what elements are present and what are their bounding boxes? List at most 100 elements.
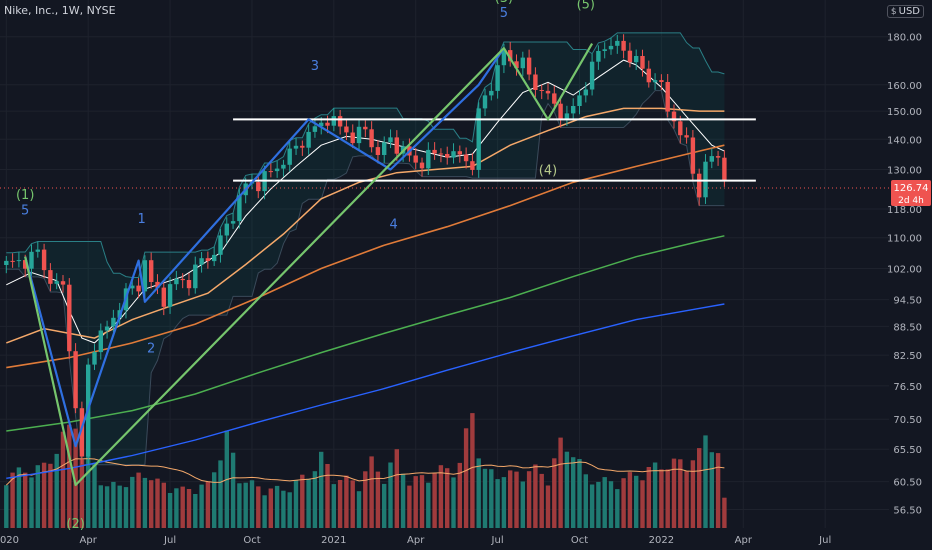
candle-body <box>54 281 59 284</box>
volume-bar <box>482 468 488 528</box>
candle <box>558 98 563 128</box>
volume-bar <box>293 480 299 528</box>
wave-lines <box>24 43 594 487</box>
candle-body <box>79 408 85 457</box>
candle-body <box>545 90 551 94</box>
candle-body <box>627 50 633 63</box>
volume-bar <box>325 464 330 528</box>
candle <box>652 73 658 90</box>
candle-body <box>697 173 702 198</box>
volume-bar <box>564 451 570 528</box>
volume-bar <box>583 474 588 528</box>
candle <box>205 251 211 269</box>
volume-bar <box>558 437 563 528</box>
volume-bar <box>306 478 311 528</box>
candle <box>79 401 85 465</box>
candle <box>571 98 576 120</box>
volume-ma-line <box>5 458 725 486</box>
candle-body <box>413 155 418 163</box>
volume-bar <box>23 472 28 528</box>
candle <box>274 161 280 178</box>
volume-bar <box>356 491 362 528</box>
volume-bar <box>539 473 544 528</box>
volume-bar <box>262 495 267 528</box>
horizontal-levels <box>233 118 756 182</box>
volume-bar <box>589 484 595 528</box>
volume-bar <box>331 484 336 528</box>
candle-body <box>602 49 607 51</box>
candle-body <box>193 264 198 289</box>
volume-bar <box>186 489 192 528</box>
candle-body <box>571 106 576 114</box>
volume-bar <box>489 469 494 528</box>
wave-label: 3 <box>311 59 319 74</box>
wave-label: 1 <box>138 212 146 227</box>
candle <box>306 124 311 155</box>
candle-body <box>48 270 53 284</box>
volume-bars <box>4 413 727 528</box>
candle <box>230 212 236 229</box>
volume-bar <box>501 477 507 528</box>
volume-bar <box>520 481 525 528</box>
volume-bar <box>218 460 223 528</box>
candle-body <box>337 116 343 127</box>
candle-body <box>16 260 22 262</box>
volume-bar <box>67 424 72 528</box>
y-tick-label: 140.00 <box>887 135 922 146</box>
volume-bar <box>451 477 456 528</box>
candle <box>149 252 154 289</box>
candle <box>432 142 437 160</box>
candle <box>54 273 59 290</box>
candle <box>186 273 192 296</box>
candle <box>388 129 393 149</box>
volume-bar <box>646 467 651 528</box>
candle <box>703 154 708 204</box>
volume-bar <box>199 484 204 528</box>
volume-bar <box>48 463 53 528</box>
volume-bar <box>60 431 66 528</box>
candle <box>104 320 110 339</box>
candle-body <box>41 249 47 271</box>
volume-bar <box>363 471 368 528</box>
x-tick-label: Jul <box>491 535 504 546</box>
candle <box>193 256 198 294</box>
x-tick-label: Jul <box>818 535 831 546</box>
candle-body <box>218 235 223 255</box>
candle-body <box>646 68 651 83</box>
candle <box>212 246 217 266</box>
chart-title: Nike, Inc., 1W, NYSE <box>4 4 116 17</box>
price-tag-value: 126.74 <box>894 183 929 194</box>
y-tick-label: 160.00 <box>887 81 922 92</box>
channel-lower <box>6 90 725 466</box>
candle-body <box>142 260 148 292</box>
currency-selector[interactable]: $ USD <box>886 5 924 18</box>
volume-bar <box>256 486 261 528</box>
wave-label: (5) <box>577 0 595 12</box>
candle <box>495 58 500 99</box>
volume-bar <box>249 480 255 528</box>
candle <box>268 163 273 178</box>
candle <box>426 142 431 175</box>
candle <box>520 51 525 77</box>
volume-bar <box>161 482 166 528</box>
volume-bar <box>375 471 381 528</box>
candle <box>608 37 614 55</box>
volume-bar <box>621 478 626 528</box>
candle-body <box>274 168 280 172</box>
volume-bar <box>400 473 406 528</box>
volume-bar <box>690 460 696 528</box>
y-tick-label: 82.50 <box>893 351 922 362</box>
candle-body <box>615 40 620 46</box>
candle <box>445 146 450 165</box>
x-tick-label: Apr <box>407 535 425 546</box>
wave-label: 5 <box>21 203 29 218</box>
candle <box>690 130 696 181</box>
volume-bar <box>470 413 475 528</box>
candle-body <box>671 111 677 122</box>
candle <box>602 42 607 59</box>
volume-bar <box>382 483 387 528</box>
volume-bar <box>350 480 355 528</box>
candle <box>476 102 481 178</box>
candle-body <box>256 182 261 192</box>
